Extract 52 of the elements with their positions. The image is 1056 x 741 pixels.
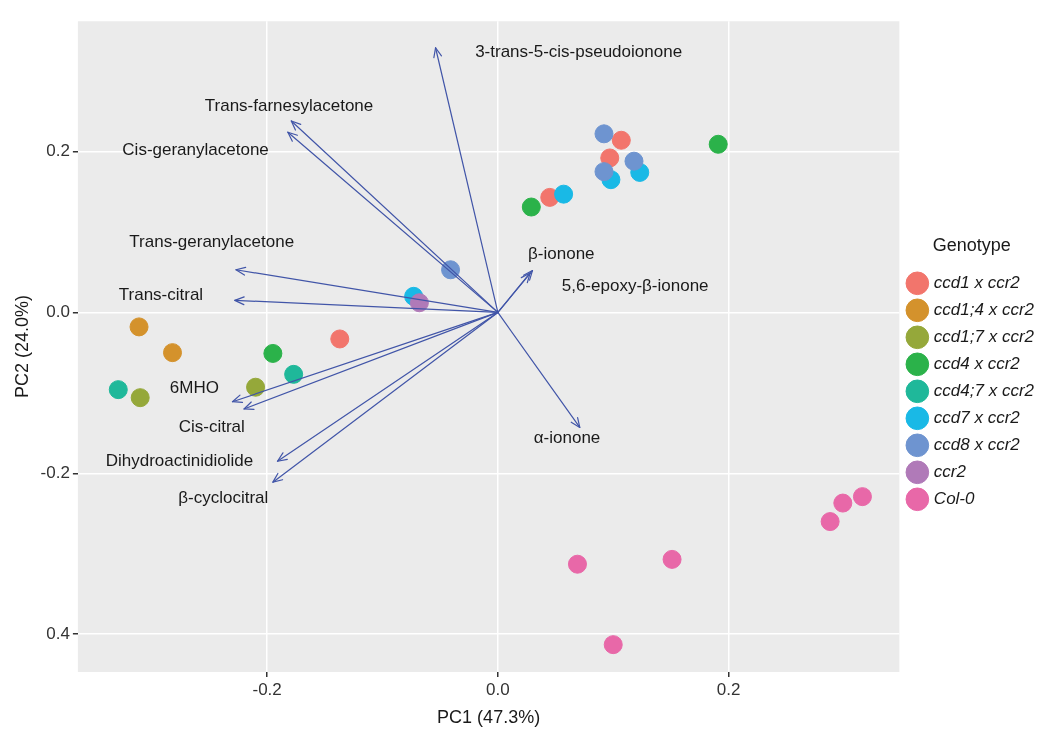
point: [603, 635, 623, 655]
x-tick-label: 0.0: [486, 679, 510, 699]
annotation: Trans-citral: [118, 284, 204, 305]
point: [330, 329, 350, 349]
legend-label: Col-0: [933, 489, 976, 509]
annotation: Cis-citral: [178, 416, 245, 437]
point: [852, 487, 872, 507]
legend-label: ccd4;7 x ccr2: [933, 381, 1035, 401]
legend-label: ccd1;4 x ccr2: [933, 300, 1035, 320]
point: [263, 343, 283, 363]
y-tick-label: 0.2: [46, 141, 70, 161]
annotation: 3-trans-5-cis-pseudoionone: [475, 41, 683, 62]
annotation: α-ionone: [533, 427, 601, 448]
y-tick-label: 0.0: [46, 302, 70, 322]
point: [108, 380, 128, 400]
x-axis-title: PC1 (47.3%): [437, 707, 541, 728]
point: [833, 493, 853, 513]
point: [130, 388, 150, 408]
y-axis-title: PC2 (24.0%): [11, 295, 32, 399]
point: [246, 377, 266, 397]
annotation: 6MHO: [169, 378, 219, 399]
annotation: β-cyclocitral: [178, 488, 269, 509]
point: [624, 151, 644, 171]
point: [611, 130, 631, 150]
legend-label: ccd4 x ccr2: [933, 354, 1021, 374]
legend-label: ccd1 x ccr2: [933, 273, 1021, 293]
legend-label: ccr2: [933, 462, 967, 482]
x-tick-label: 0.2: [716, 679, 741, 699]
legend-label: ccd7 x ccr2: [933, 408, 1021, 428]
annotation: 5,6-epoxy-β-ionone: [561, 275, 709, 296]
point: [708, 134, 728, 154]
point: [554, 184, 574, 204]
legend-title: Genotype: [932, 235, 1011, 256]
point: [567, 554, 587, 574]
x-tick-label: -0.2: [252, 679, 282, 699]
annotation: Trans-farnesylacetone: [204, 95, 374, 116]
annotation: β-ionone: [528, 243, 595, 264]
point: [594, 124, 614, 144]
y-tick-label: 0.4: [46, 623, 70, 643]
annotation: Trans-geranylacetone: [129, 231, 295, 252]
point: [163, 343, 182, 363]
legend-label: ccd8 x ccr2: [933, 435, 1021, 455]
point: [820, 512, 840, 532]
point: [521, 197, 541, 217]
point: [129, 317, 149, 337]
annotation: Dihydroactinidiolide: [105, 451, 254, 472]
y-tick-label: -0.2: [40, 462, 70, 482]
point: [594, 162, 614, 182]
legend-label: ccd1;7 x ccr2: [933, 327, 1035, 347]
annotation: Cis-geranylacetone: [122, 139, 269, 160]
point: [284, 364, 304, 384]
point: [662, 549, 682, 569]
